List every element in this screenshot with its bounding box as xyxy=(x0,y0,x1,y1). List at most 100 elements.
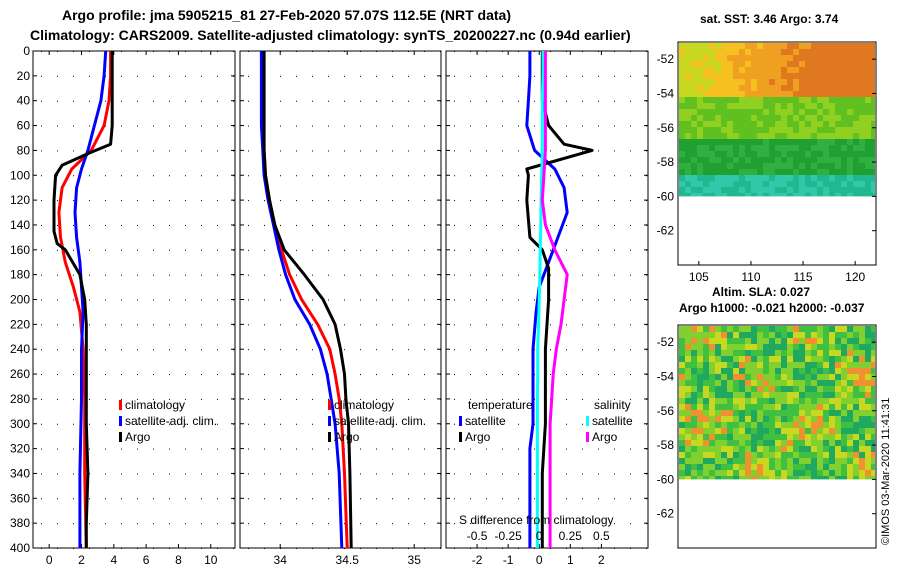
map-cell xyxy=(871,121,875,127)
map-cell xyxy=(745,458,751,464)
grid-dot xyxy=(328,299,329,301)
grid-dot xyxy=(328,548,329,549)
grid-dot xyxy=(328,224,329,226)
map-cell xyxy=(727,61,733,67)
grid-dot xyxy=(454,224,455,226)
map-cell xyxy=(793,326,799,332)
grid-dot xyxy=(502,224,503,226)
map-cell xyxy=(703,79,709,85)
map-cell xyxy=(799,422,805,428)
map-cell xyxy=(799,139,805,145)
grid-dot xyxy=(566,398,567,400)
map-cell xyxy=(793,470,799,476)
grid-dot xyxy=(424,423,425,425)
map-cell xyxy=(721,332,727,338)
map-cell xyxy=(733,392,739,398)
map-cell xyxy=(739,350,745,356)
map-cell xyxy=(775,470,781,476)
map-cell xyxy=(805,85,811,91)
map-cell xyxy=(679,187,685,193)
map-cell xyxy=(865,85,871,91)
grid-dot xyxy=(470,249,471,251)
map-cell xyxy=(823,362,829,368)
grid-dot xyxy=(582,349,583,351)
grid-dot xyxy=(121,200,122,202)
map-cell xyxy=(847,163,853,169)
map-cell xyxy=(847,458,853,464)
grid-dot xyxy=(89,274,90,276)
map-cell xyxy=(811,127,817,133)
map-cell xyxy=(871,67,875,73)
grid-dot xyxy=(41,448,42,450)
map-cell xyxy=(853,350,859,356)
upper-x-tick-label: 0 xyxy=(536,529,543,543)
grid-dot xyxy=(502,374,503,376)
map-cell xyxy=(733,362,739,368)
grid-dot xyxy=(248,523,249,525)
map-cell xyxy=(691,193,697,197)
map-cell xyxy=(745,398,751,404)
grid-dot xyxy=(454,349,455,351)
grid-dot xyxy=(185,473,186,475)
map-cell xyxy=(823,61,829,67)
map-cell xyxy=(835,109,841,115)
map-cell xyxy=(811,416,817,422)
map-cell xyxy=(709,446,715,452)
grid-dot xyxy=(392,274,393,276)
map-cell xyxy=(715,386,721,392)
map-cell xyxy=(829,163,835,169)
grid-dot xyxy=(121,498,122,500)
map-cell xyxy=(781,157,787,163)
grid-dot xyxy=(57,523,58,525)
grid-dot xyxy=(296,175,297,177)
map-cell xyxy=(811,410,817,416)
map-cell xyxy=(805,404,811,410)
grid-dot xyxy=(328,100,329,102)
map-cell xyxy=(847,470,853,476)
map-cell xyxy=(727,73,733,79)
y-tick-label: 60 xyxy=(17,119,31,133)
grid-dot xyxy=(646,374,647,376)
map-cell xyxy=(763,440,769,446)
map-cell xyxy=(829,470,835,476)
map-cell xyxy=(733,470,739,476)
map-cell xyxy=(871,332,875,338)
grid-dot xyxy=(598,423,599,425)
map-cell xyxy=(841,145,847,151)
map-cell xyxy=(847,404,853,410)
grid-dot xyxy=(614,523,615,525)
map-cell xyxy=(811,404,817,410)
map-cell xyxy=(835,410,841,416)
map-cell xyxy=(709,428,715,434)
map-cell xyxy=(709,476,715,480)
map-cell xyxy=(823,422,829,428)
map-cell xyxy=(763,470,769,476)
map-cell xyxy=(829,61,835,67)
map-cell xyxy=(739,61,745,67)
map-cell xyxy=(787,416,793,422)
map-cell xyxy=(799,187,805,193)
x-tick-label: 34.5 xyxy=(336,553,360,567)
map-cell xyxy=(811,422,817,428)
map-cell xyxy=(691,67,697,73)
map-cell xyxy=(793,344,799,350)
grid-dot xyxy=(376,324,377,326)
map-cell xyxy=(787,61,793,67)
map-y-tick-label: -56 xyxy=(657,121,675,135)
grid-dot xyxy=(440,51,441,52)
grid-dot xyxy=(201,398,202,400)
map-cell xyxy=(763,49,769,55)
map-cell xyxy=(811,145,817,151)
map-cell xyxy=(805,386,811,392)
grid-dot xyxy=(89,125,90,127)
map-cell xyxy=(871,368,875,374)
map-cell xyxy=(757,133,763,139)
map-cell xyxy=(727,410,733,416)
grid-dot xyxy=(502,51,503,52)
map-cell xyxy=(853,79,859,85)
map-cell xyxy=(805,175,811,181)
map-cell xyxy=(679,181,685,187)
grid-dot xyxy=(312,224,313,226)
map-cell xyxy=(727,151,733,157)
map-cell xyxy=(721,43,727,49)
